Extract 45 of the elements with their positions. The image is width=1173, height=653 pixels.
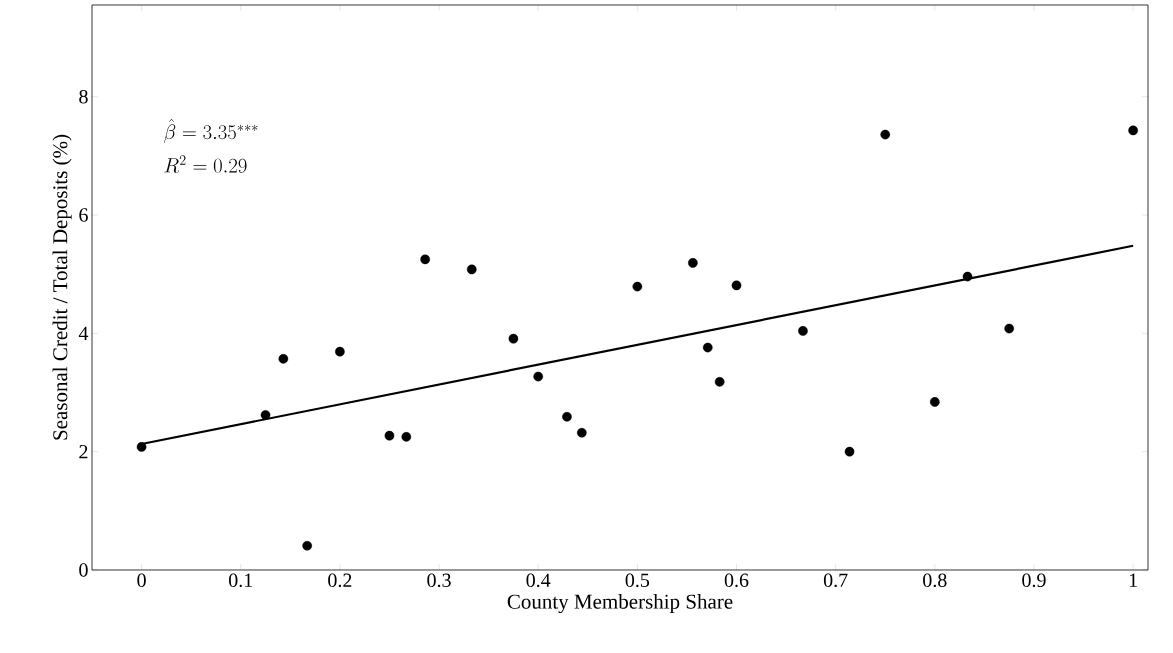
point <box>302 540 312 551</box>
point <box>260 410 271 420</box>
point <box>798 326 808 336</box>
y-tick-label: 8 <box>79 89 88 104</box>
y-tick-label: 6 <box>79 208 88 222</box>
annotation: $R^2 = 0.29$ <box>164 155 247 173</box>
point <box>1004 323 1014 334</box>
point <box>577 427 587 438</box>
point <box>688 258 698 268</box>
annotation: $\hat{\beta} = 3.35^{***}$ <box>164 119 258 143</box>
point <box>632 281 643 292</box>
point <box>420 254 430 265</box>
x-tick-label: 0.3 <box>427 573 451 588</box>
y-tick-label: 2 <box>79 445 88 459</box>
point <box>335 346 345 357</box>
x-tick-label: 1 <box>1129 573 1137 587</box>
point <box>562 411 572 422</box>
x-tick-label: 0.7 <box>823 573 848 588</box>
point <box>844 446 855 457</box>
x-tick-label: 0.6 <box>724 573 749 588</box>
point <box>136 442 147 452</box>
x-tick-label: 0.5 <box>625 573 650 588</box>
y-tick-label: 4 <box>78 326 89 340</box>
point <box>962 271 973 282</box>
point <box>731 280 742 291</box>
point <box>880 129 891 140</box>
point <box>533 371 543 382</box>
y-axis-title: Seasonal Credit / Total Deposits (%) <box>52 134 72 440</box>
x-tick-label: 0 <box>137 573 146 588</box>
point <box>702 342 713 353</box>
point <box>714 377 725 387</box>
x-tick-label: 0.9 <box>1022 573 1046 588</box>
x-tick-label: 0.2 <box>328 573 352 588</box>
point <box>466 264 477 275</box>
point <box>384 430 395 441</box>
point <box>278 353 289 364</box>
x-tick-label: 0.4 <box>526 573 551 588</box>
point <box>401 432 412 442</box>
point <box>930 397 940 407</box>
point <box>1128 125 1138 136</box>
y-tick-label: 0 <box>79 563 88 577</box>
point <box>508 333 519 344</box>
x-tick-label: 0.8 <box>923 573 947 588</box>
x-axis-title: County Membership Share <box>507 593 733 614</box>
x-tick-label: 0.1 <box>229 573 253 588</box>
